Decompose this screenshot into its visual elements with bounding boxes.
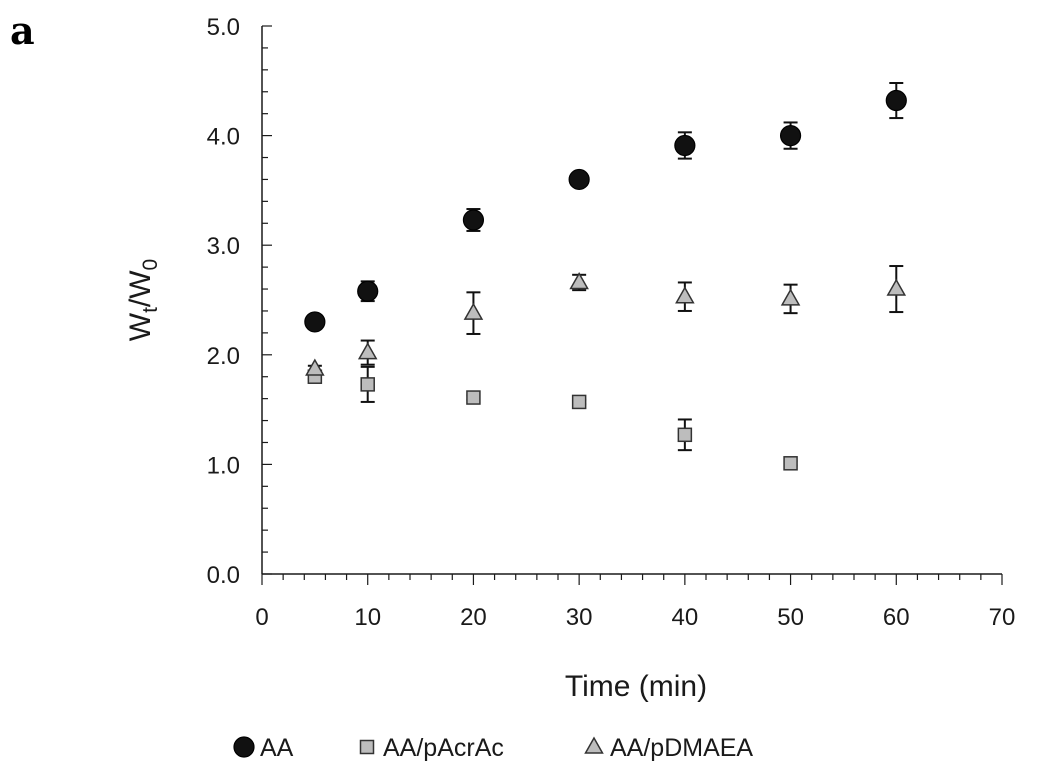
y-tick-label: 1.0 bbox=[207, 452, 240, 479]
data-point bbox=[571, 394, 587, 410]
legend-marker bbox=[359, 739, 375, 755]
data-point bbox=[780, 288, 801, 306]
data-point bbox=[675, 286, 695, 304]
data-point bbox=[304, 311, 326, 333]
data-point bbox=[305, 358, 325, 376]
y-tick-label: 4.0 bbox=[207, 124, 240, 151]
x-tick-label: 20 bbox=[460, 604, 487, 631]
data-point bbox=[462, 209, 485, 231]
axes bbox=[261, 26, 1002, 575]
legend-item: AA/pAcrAc bbox=[359, 734, 504, 762]
x-tick-label: 50 bbox=[777, 604, 804, 631]
legend-item: AA/pDMAEA bbox=[584, 734, 753, 762]
x-tick-label: 30 bbox=[566, 604, 593, 631]
data-point bbox=[569, 271, 589, 290]
data-marks bbox=[304, 81, 907, 471]
panel-label: a bbox=[10, 8, 35, 53]
data-point bbox=[886, 278, 907, 296]
data-point bbox=[466, 390, 481, 405]
x-axis-title: Time (min) bbox=[565, 670, 707, 703]
data-point bbox=[463, 302, 484, 320]
data-point bbox=[783, 456, 798, 471]
x-tick-label: 10 bbox=[354, 604, 381, 631]
legend-label: AA/pAcrAc bbox=[383, 734, 504, 762]
data-point bbox=[674, 134, 696, 157]
data-point bbox=[779, 125, 802, 147]
legend-label: AA bbox=[260, 734, 294, 762]
x-tick-label: 0 bbox=[255, 604, 268, 631]
y-axis-title: Wt/W0 bbox=[124, 259, 162, 342]
series-triangle bbox=[305, 265, 907, 376]
data-point bbox=[677, 427, 693, 443]
legend-item: AA bbox=[233, 734, 294, 762]
y-tick-label: 5.0 bbox=[207, 14, 240, 41]
data-point bbox=[357, 342, 378, 360]
x-tick-label: 70 bbox=[989, 604, 1016, 631]
y-tick-label: 3.0 bbox=[207, 233, 240, 260]
legend: AA AA/pAcrAc AA/pDMAEA bbox=[233, 734, 753, 762]
legend-label: AA/pDMAEA bbox=[610, 734, 753, 762]
x-tick-label: 40 bbox=[672, 604, 699, 631]
y-axis-ticks: 0.0 1.0 2.0 3.0 4.0 5.0 bbox=[207, 14, 272, 589]
data-point bbox=[568, 168, 590, 191]
data-point bbox=[885, 89, 907, 112]
legend-marker bbox=[584, 736, 604, 754]
series-square bbox=[307, 365, 798, 471]
x-tick-label: 60 bbox=[883, 604, 910, 631]
series-circle bbox=[304, 81, 907, 333]
data-point bbox=[360, 377, 375, 392]
x-axis-ticks: 0 10 20 30 40 50 60 70 bbox=[255, 574, 1015, 631]
legend-marker bbox=[233, 736, 255, 758]
data-point bbox=[357, 280, 379, 302]
y-tick-label: 0.0 bbox=[207, 562, 240, 589]
y-tick-label: 2.0 bbox=[207, 343, 240, 370]
